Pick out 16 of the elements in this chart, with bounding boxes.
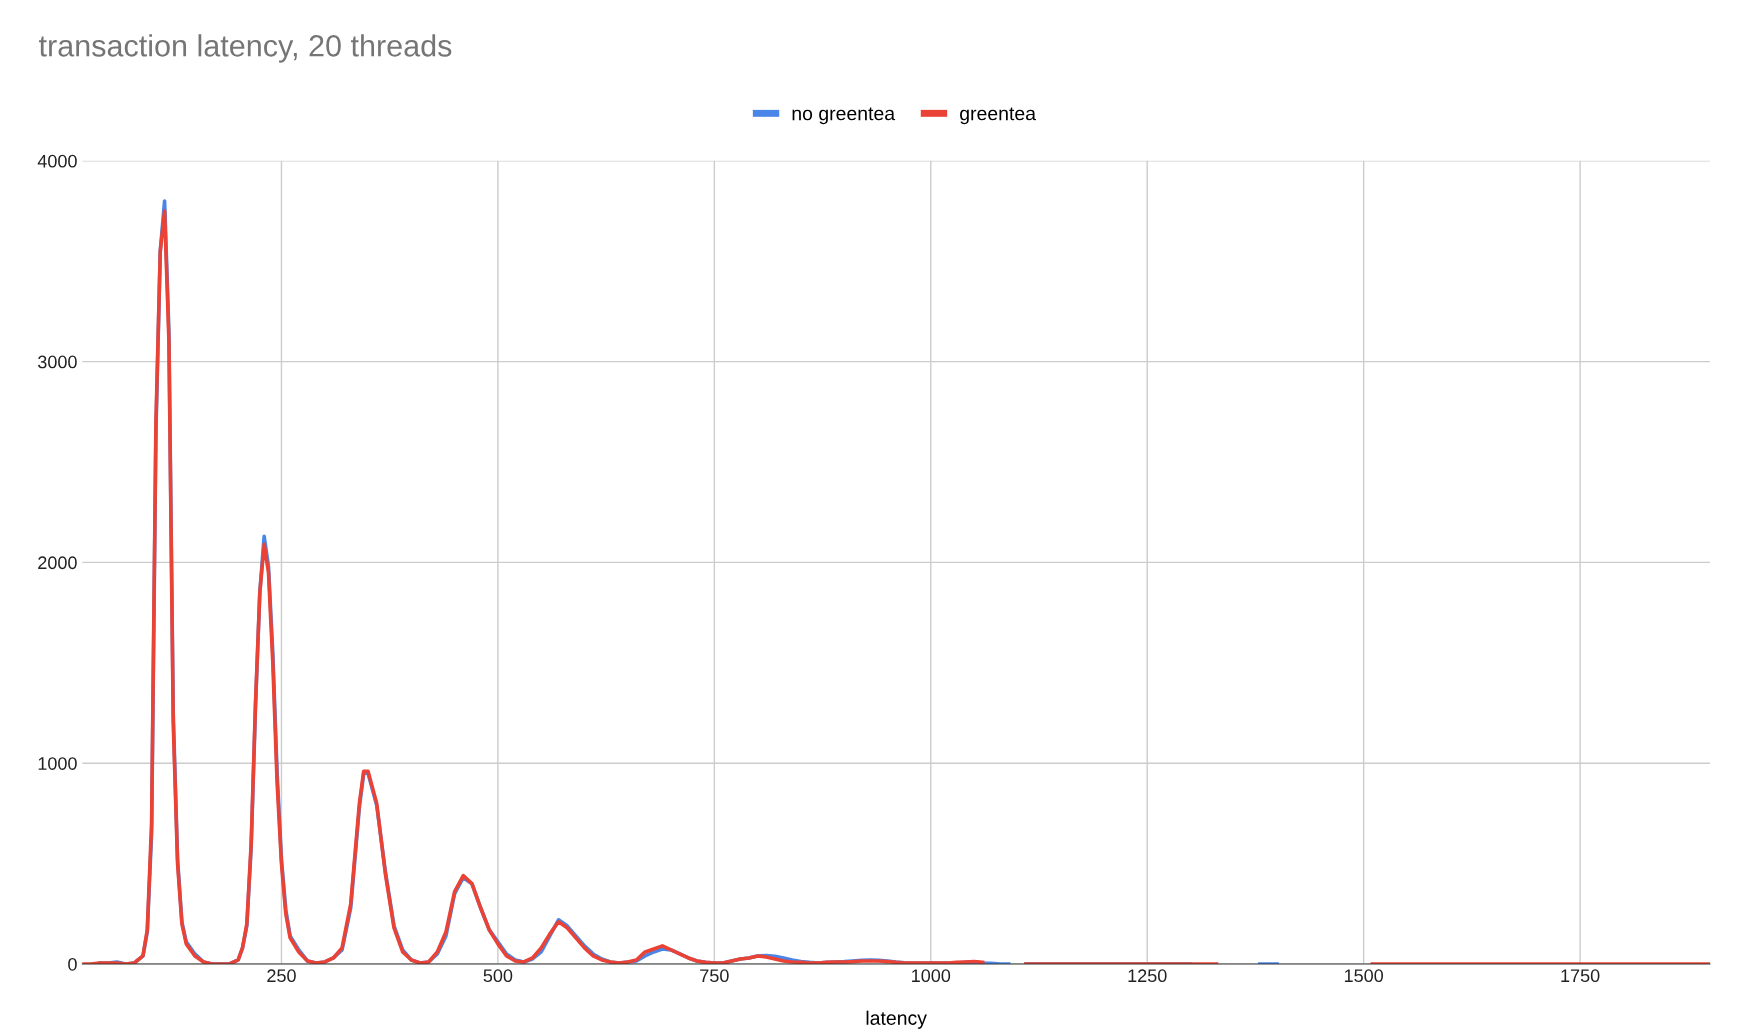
y-tick-label: 1000 xyxy=(38,757,77,770)
y-tick-label: 2000 xyxy=(38,556,77,570)
x-tick-label: 1500 xyxy=(1344,969,1384,983)
x-tick-label: 1000 xyxy=(912,969,951,983)
y-tick-label: 0 xyxy=(68,957,77,971)
legend-label: greentea xyxy=(960,107,1037,125)
x-tick-label: 1750 xyxy=(1561,969,1600,983)
chart-title: transaction latency, 20 threads xyxy=(39,34,452,63)
x-tick-label: 1250 xyxy=(1128,969,1167,983)
legend-label: no greentea xyxy=(792,107,896,125)
x-tick-label: 500 xyxy=(483,969,513,983)
y-tick-label: 4000 xyxy=(37,154,77,168)
x-axis-title: latency xyxy=(866,1010,927,1029)
x-tick-label: 250 xyxy=(267,969,296,983)
x-tick-label: 750 xyxy=(700,969,729,983)
y-tick-label: 3000 xyxy=(38,355,77,369)
